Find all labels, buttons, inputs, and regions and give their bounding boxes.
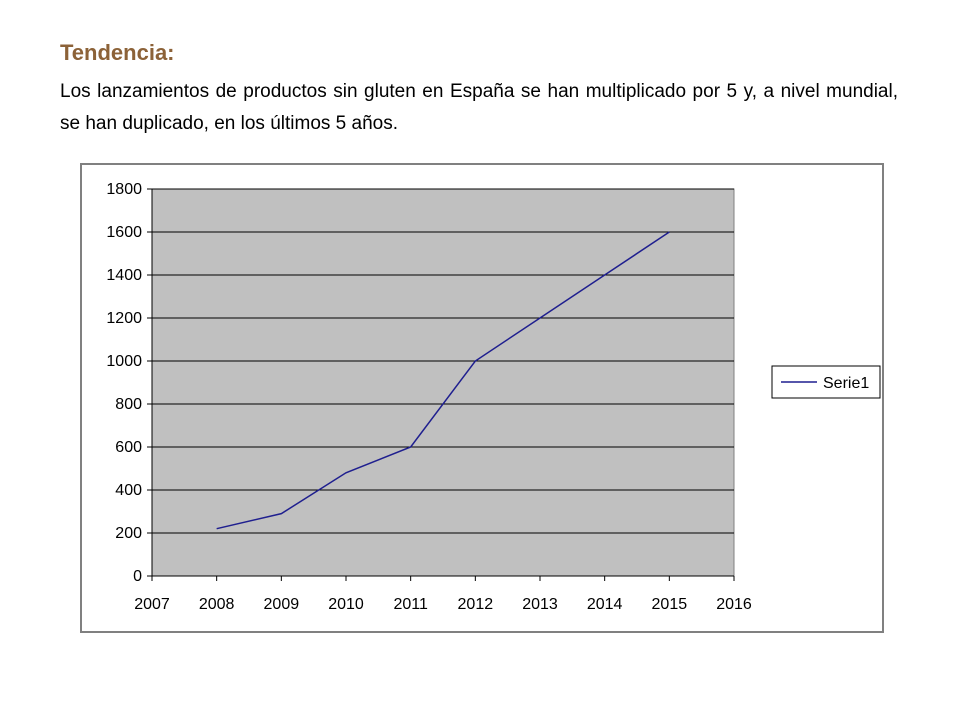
x-tick-label: 2007 (134, 596, 170, 613)
y-tick-label: 1200 (106, 310, 142, 327)
y-tick-label: 200 (115, 525, 142, 542)
x-tick-label: 2010 (328, 596, 364, 613)
legend-label: Serie1 (823, 375, 869, 392)
x-tick-label: 2015 (652, 596, 688, 613)
series-group (216, 231, 670, 530)
x-tick-label: 2011 (393, 596, 428, 613)
x-tick-label: 2016 (716, 596, 752, 613)
gridlines (152, 188, 734, 534)
x-tick-label: 2013 (522, 596, 558, 613)
x-tick-label: 2012 (458, 596, 494, 613)
x-tick-label: 2009 (264, 596, 300, 613)
y-tick-label: 0 (133, 568, 142, 585)
y-axis-ticks: 0 200 400 600 800 1000 1200 1400 1600 1800 (106, 181, 152, 585)
axes (151, 189, 734, 577)
y-tick-label: 1400 (106, 267, 142, 284)
y-tick-label: 800 (115, 396, 142, 413)
description-text: Los lanzamientos de productos sin gluten… (60, 81, 898, 134)
y-tick-label: 1800 (106, 181, 142, 198)
series-line (216, 231, 670, 530)
page-heading: Tendencia: (60, 40, 175, 65)
x-axis-ticks: 2007 2008 2009 2010 2011 2012 2013 2014 2015 2016 (134, 576, 752, 613)
x-tick-label: 2008 (199, 596, 235, 613)
legend: Serie1 (771, 365, 881, 399)
y-tick-label: 400 (115, 482, 142, 499)
x-tick-label: 2014 (587, 596, 623, 613)
y-tick-label: 1600 (106, 224, 142, 241)
y-tick-label: 600 (115, 439, 142, 456)
y-tick-label: 1000 (106, 353, 142, 370)
